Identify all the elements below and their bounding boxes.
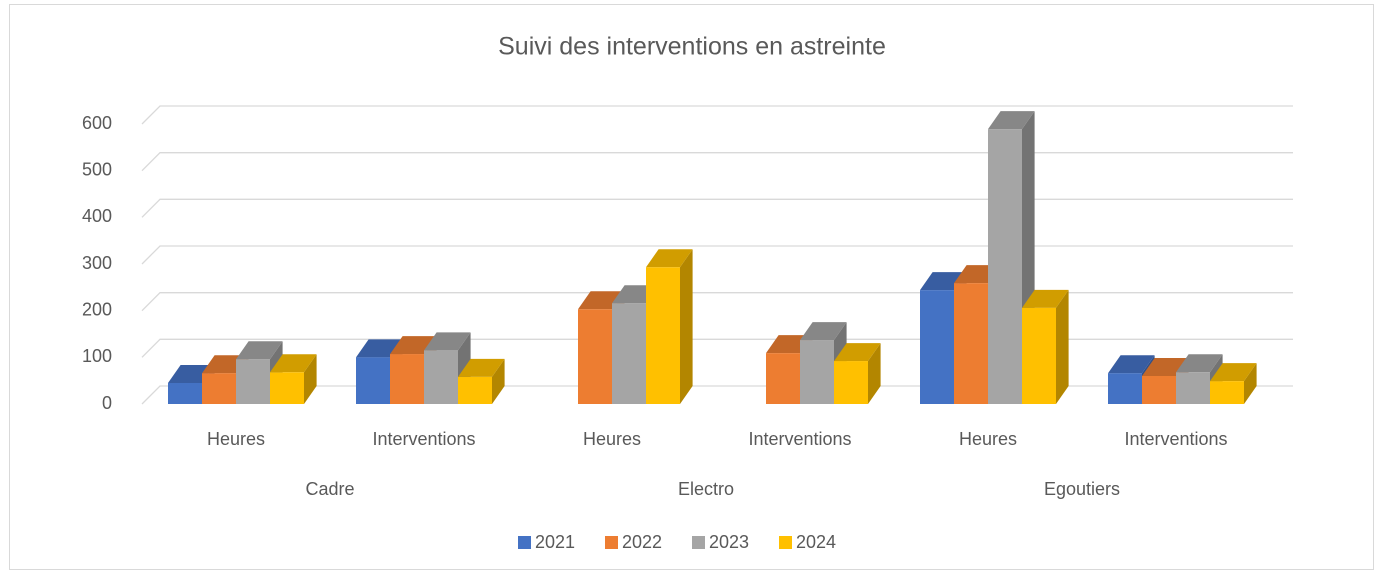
bar-front: [834, 361, 868, 404]
bar-front: [168, 383, 202, 404]
bar-front: [578, 309, 612, 404]
grid-line: [141, 292, 1293, 312]
bar-front: [1022, 307, 1056, 404]
bar-front: [1176, 372, 1210, 404]
x-group-label: Electro: [678, 479, 734, 499]
bar-top: [424, 332, 471, 351]
bar-front: [954, 283, 988, 404]
x-tick-label: Interventions: [748, 429, 851, 449]
grid-line: [141, 105, 1293, 125]
x-tick-label: Interventions: [372, 429, 475, 449]
legend-swatch: [779, 536, 792, 549]
bar-top: [1022, 289, 1069, 308]
bar-top: [236, 341, 283, 360]
bar-front: [1210, 381, 1244, 404]
bar: [646, 249, 693, 404]
y-tick-label: 600: [82, 113, 112, 133]
bar-front: [390, 354, 424, 404]
bar-side: [1244, 363, 1257, 404]
legend-label: 2024: [796, 532, 836, 552]
bar-front: [202, 373, 236, 404]
legend-swatch: [605, 536, 618, 549]
bar-side: [868, 343, 881, 404]
bar-front: [356, 357, 390, 404]
x-tick-label: Interventions: [1124, 429, 1227, 449]
bar-top: [800, 322, 847, 341]
y-tick-label: 0: [102, 393, 112, 413]
grid-line: [141, 338, 1293, 358]
bar-side: [304, 354, 317, 404]
bar-side: [680, 249, 693, 404]
bar-front: [920, 290, 954, 404]
grid-line: [141, 245, 1293, 265]
bar: [1210, 363, 1257, 404]
bar-front: [800, 340, 834, 404]
bar-top: [646, 249, 693, 268]
bar-front: [646, 267, 680, 404]
chart-title: Suivi des interventions en astreinte: [498, 33, 886, 61]
bar: [270, 354, 317, 404]
x-tick-label: Heures: [207, 429, 265, 449]
bar-side: [492, 358, 505, 404]
bar-top: [1176, 354, 1223, 373]
x-group-label: Cadre: [305, 479, 354, 499]
x-tick-label: Heures: [959, 429, 1017, 449]
y-tick-label: 300: [82, 253, 112, 273]
bar-top: [1210, 363, 1257, 382]
bar-front: [270, 372, 304, 404]
legend-label: 2021: [535, 532, 575, 552]
bar-front: [1142, 376, 1176, 404]
bar-front: [236, 359, 270, 404]
y-tick-label: 100: [82, 346, 112, 366]
bar-top: [458, 358, 505, 377]
bar-top: [834, 343, 881, 362]
bar: [458, 358, 505, 404]
bar-front: [988, 129, 1022, 404]
legend-swatch: [518, 536, 531, 549]
y-tick-label: 200: [82, 299, 112, 319]
grid-line: [141, 198, 1293, 218]
legend-swatch: [692, 536, 705, 549]
grid-line: [141, 385, 1293, 405]
bar-top: [1108, 355, 1155, 374]
bar-front: [612, 303, 646, 404]
bar-front: [424, 350, 458, 404]
bar-front: [458, 376, 492, 404]
bar-side: [1056, 289, 1069, 404]
bar: [1022, 289, 1069, 404]
x-group-label: Egoutiers: [1044, 479, 1120, 499]
legend-label: 2022: [622, 532, 662, 552]
grid-line: [141, 152, 1293, 172]
legend-label: 2023: [709, 532, 749, 552]
bar: [800, 322, 847, 404]
bar-top: [270, 354, 317, 373]
x-tick-label: Heures: [583, 429, 641, 449]
bar-front: [766, 353, 800, 404]
y-tick-label: 500: [82, 159, 112, 179]
bar-front: [1108, 373, 1142, 404]
bar-top: [988, 111, 1035, 130]
bar: [834, 343, 881, 404]
y-tick-label: 400: [82, 206, 112, 226]
